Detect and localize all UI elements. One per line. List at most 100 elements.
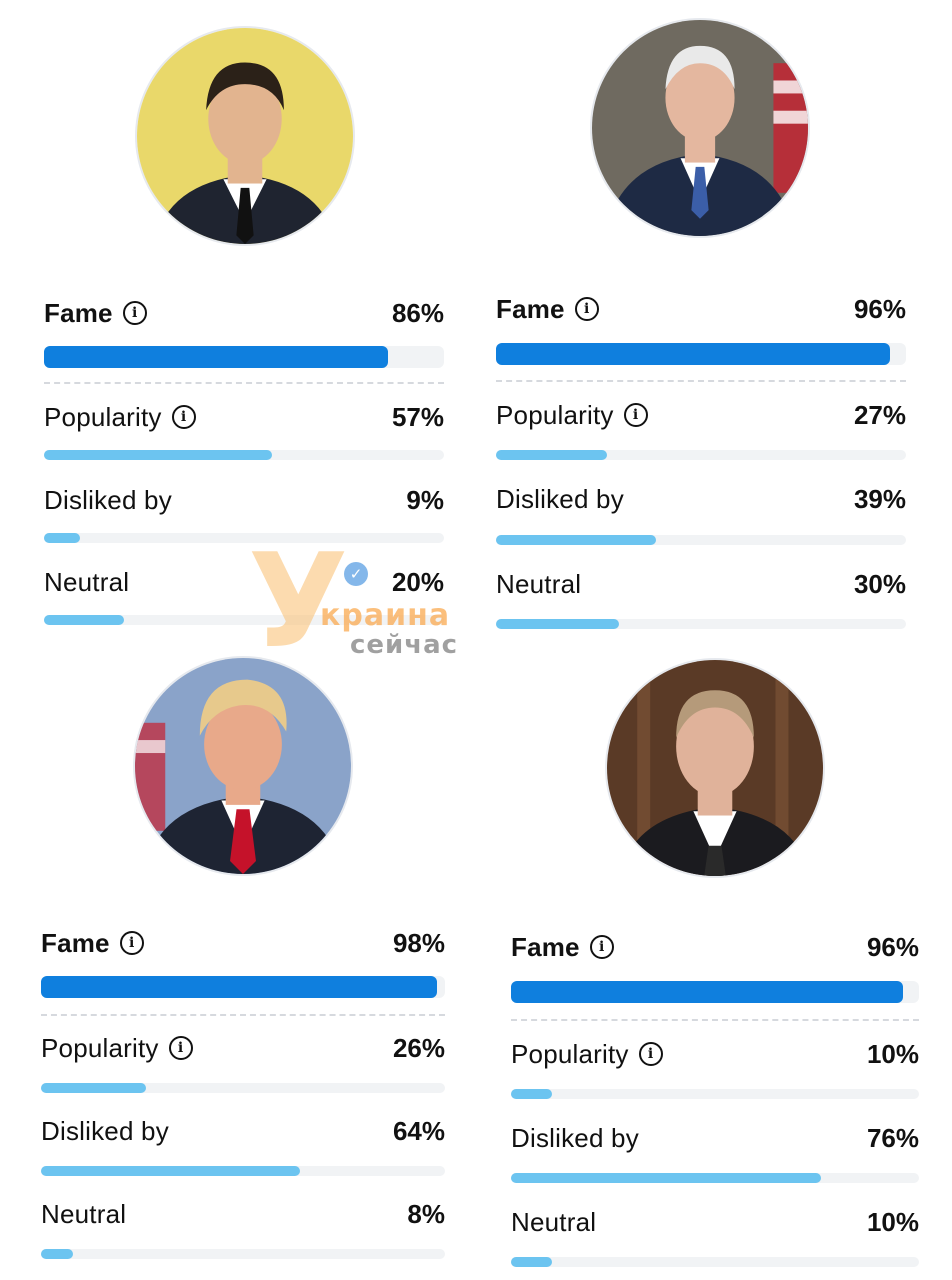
metric-fame: Fame i 96% <box>496 292 906 365</box>
progress-fill <box>511 981 903 1003</box>
progress-fill <box>496 343 890 365</box>
metric-value: 27% <box>853 399 906 430</box>
metric-label: Neutral <box>44 566 130 597</box>
metric-label: Neutral <box>496 568 582 599</box>
metric-value: 8% <box>407 1198 445 1229</box>
metric-label: Fame <box>44 297 113 328</box>
metric-label: Fame <box>511 931 580 962</box>
metric-disliked: Disliked by 39% <box>496 482 906 545</box>
metric-neutral: Neutral 8% <box>41 1197 445 1259</box>
progress-bar <box>511 981 919 1003</box>
metric-value: 9% <box>406 484 444 515</box>
metric-disliked: Disliked by 76% <box>511 1121 919 1183</box>
info-icon[interactable]: i <box>171 405 196 429</box>
metric-disliked: Disliked by 64% <box>41 1114 445 1176</box>
progress-fill <box>44 450 272 460</box>
portrait-hair <box>206 62 284 111</box>
metric-value: 96% <box>853 293 906 324</box>
portrait-tie <box>691 166 709 219</box>
metric-popularity: Popularity i 27% <box>496 398 906 460</box>
avatar <box>135 658 351 874</box>
metric-value: 86% <box>391 297 444 328</box>
avatar <box>592 20 808 236</box>
divider <box>511 1019 919 1021</box>
portrait-hair <box>665 45 735 90</box>
info-icon[interactable]: i <box>122 301 147 325</box>
progress-bar <box>41 1249 445 1259</box>
metric-fame: Fame i 98% <box>41 926 445 998</box>
metric-popularity: Popularity i 10% <box>511 1037 919 1099</box>
metric-neutral: Neutral 30% <box>496 567 906 629</box>
metric-label: Popularity <box>44 401 162 432</box>
progress-bar <box>44 615 444 625</box>
info-icon[interactable]: i <box>623 403 648 427</box>
info-icon[interactable]: i <box>638 1042 663 1066</box>
portrait-tie <box>704 845 726 876</box>
metric-value: 57% <box>391 401 444 432</box>
info-icon[interactable]: i <box>119 931 144 955</box>
info-icon[interactable]: i <box>168 1036 193 1060</box>
progress-bar <box>41 976 445 998</box>
person-card-biden: Fame i 96% Popularity i 27% Disliked by 39… <box>496 20 906 630</box>
progress-fill <box>511 1257 552 1267</box>
progress-bar <box>496 535 906 545</box>
progress-fill <box>44 346 388 368</box>
divider <box>44 382 444 384</box>
progress-bar <box>44 533 444 543</box>
metric-value: 10% <box>866 1206 919 1237</box>
info-icon[interactable]: i <box>574 297 599 321</box>
metric-value: 20% <box>391 566 444 597</box>
progress-fill <box>496 619 619 629</box>
metric-neutral: Neutral 20% <box>44 565 444 625</box>
portrait-hair <box>199 679 287 736</box>
metric-popularity: Popularity i 26% <box>41 1031 445 1093</box>
metric-label: Disliked by <box>44 484 172 515</box>
metric-value: 98% <box>392 927 445 958</box>
metric-disliked: Disliked by 9% <box>44 483 444 543</box>
portrait-photo <box>137 28 353 244</box>
metric-value: 96% <box>866 931 919 962</box>
progress-bar <box>496 343 906 365</box>
progress-fill <box>496 450 607 460</box>
progress-fill <box>496 535 656 545</box>
portrait-hair <box>676 690 754 738</box>
metric-neutral: Neutral 10% <box>511 1205 919 1267</box>
metric-label: Disliked by <box>496 483 624 514</box>
divider <box>496 380 906 382</box>
metric-value: 39% <box>853 483 906 514</box>
person-card-zelensky: Fame i 86% Popularity i 57% Disliked by 9%… <box>44 28 444 628</box>
metric-label: Disliked by <box>41 1115 169 1146</box>
progress-fill <box>44 533 80 543</box>
portrait-tie <box>230 809 256 874</box>
progress-bar <box>496 619 906 629</box>
metric-label: Fame <box>496 293 565 324</box>
watermark-line2: сейчас <box>350 630 459 660</box>
person-card-trump: Fame i 98% Popularity i 26% Disliked by 64… <box>41 658 445 1262</box>
metric-label: Fame <box>41 927 110 958</box>
progress-fill <box>41 976 437 998</box>
portrait-photo <box>607 660 823 876</box>
progress-fill <box>41 1166 300 1176</box>
avatar <box>607 660 823 876</box>
metric-label: Neutral <box>41 1198 127 1229</box>
progress-bar <box>511 1173 919 1183</box>
progress-bar <box>511 1257 919 1267</box>
portrait-face <box>208 73 282 165</box>
metric-value: 10% <box>866 1038 919 1069</box>
metric-popularity: Popularity i 57% <box>44 400 444 460</box>
metric-fame: Fame i 86% <box>44 296 444 368</box>
metric-value: 64% <box>392 1115 445 1146</box>
progress-bar <box>44 346 444 368</box>
person-card-putin: Fame i 96% Popularity i 10% Disliked by 76… <box>511 660 919 1268</box>
info-icon[interactable]: i <box>589 935 614 959</box>
metric-label: Disliked by <box>511 1122 639 1153</box>
metric-label: Popularity <box>511 1038 629 1069</box>
portrait-photo <box>592 20 808 236</box>
portrait-photo <box>135 658 351 874</box>
metric-fame: Fame i 96% <box>511 930 919 1003</box>
avatar <box>137 28 353 244</box>
metric-value: 76% <box>866 1122 919 1153</box>
progress-fill <box>44 615 124 625</box>
progress-fill <box>511 1173 822 1183</box>
portrait-tie <box>236 187 254 244</box>
